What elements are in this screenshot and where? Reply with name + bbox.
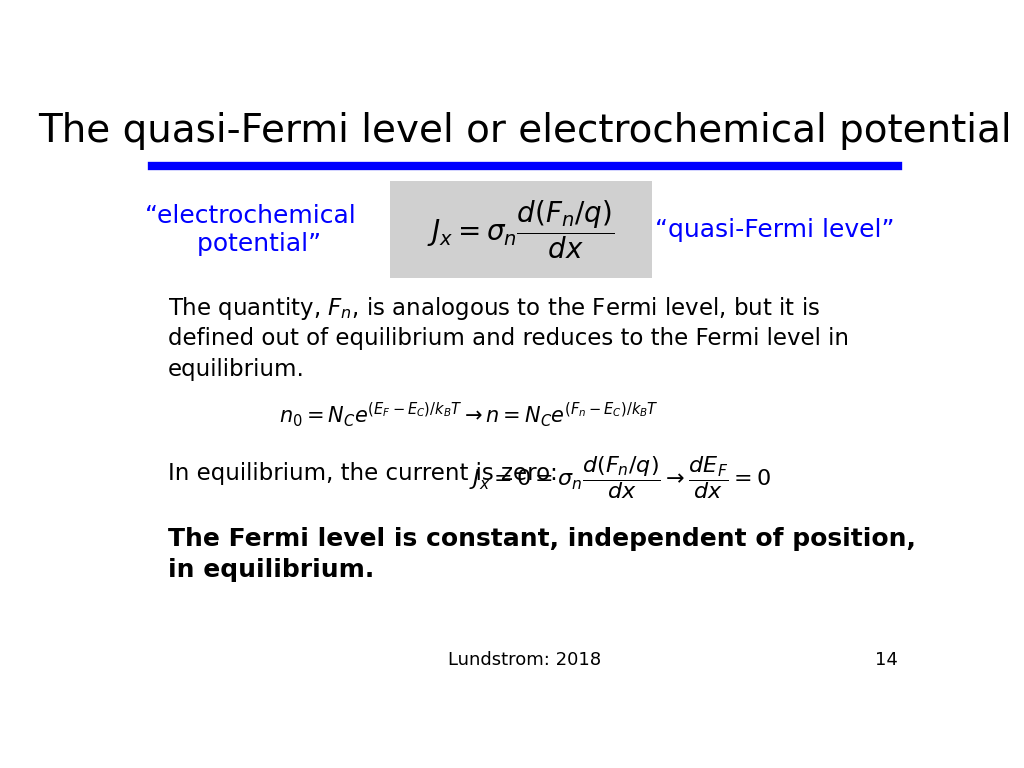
Text: “quasi-Fermi level”: “quasi-Fermi level” [655,217,895,242]
Text: in equilibrium.: in equilibrium. [168,558,374,582]
Text: Lundstrom: 2018: Lundstrom: 2018 [449,650,601,669]
Text: The quantity, $F_n$, is analogous to the Fermi level, but it is: The quantity, $F_n$, is analogous to the… [168,294,820,322]
Text: $n_0 = N_C e^{(E_F-E_C)/k_BT} \rightarrow n = N_C e^{(F_n-E_C)/k_BT}$: $n_0 = N_C e^{(E_F-E_C)/k_BT} \rightarro… [280,400,659,429]
Text: “electrochemical
  potential”: “electrochemical potential” [145,204,357,256]
Text: 14: 14 [874,650,898,669]
Text: In equilibrium, the current is zero:: In equilibrium, the current is zero: [168,462,557,485]
Text: $J_x = \sigma_n \dfrac{d(F_n/q)}{dx}$: $J_x = \sigma_n \dfrac{d(F_n/q)}{dx}$ [427,198,614,261]
Text: $J_x = 0 = \sigma_n \dfrac{d(F_n/q)}{dx} \rightarrow \dfrac{dE_F}{dx} = 0$: $J_x = 0 = \sigma_n \dfrac{d(F_n/q)}{dx}… [469,454,771,502]
Text: equilibrium.: equilibrium. [168,358,304,381]
Text: defined out of equilibrium and reduces to the Fermi level in: defined out of equilibrium and reduces t… [168,327,849,350]
Text: The Fermi level is constant, independent of position,: The Fermi level is constant, independent… [168,527,915,551]
Text: The quasi-Fermi level or electrochemical potential: The quasi-Fermi level or electrochemical… [38,111,1012,150]
FancyBboxPatch shape [390,180,652,279]
